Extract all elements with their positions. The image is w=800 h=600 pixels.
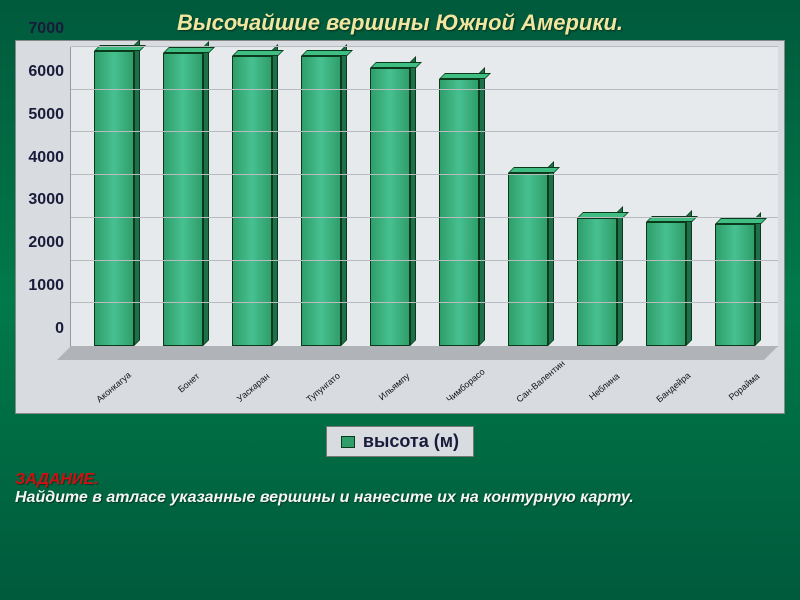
x-tick-label: Сан-Валентин [514, 371, 570, 427]
grid-line [71, 174, 778, 175]
bar-side [755, 212, 761, 346]
legend-label: высота (м) [363, 431, 459, 452]
grid-line [71, 89, 778, 90]
task-head: ЗАДАНИЕ. [15, 471, 99, 488]
bar-front [715, 224, 755, 346]
legend-swatch [341, 436, 355, 448]
x-tick-label: Уаскаран [234, 371, 290, 427]
y-tick-label: 6000 [28, 63, 64, 81]
x-tick-label: Бандейра [654, 371, 710, 427]
bar-side [548, 161, 554, 346]
bar-top [301, 50, 353, 56]
bar [715, 224, 755, 346]
bar-top [439, 73, 491, 79]
x-tick-label: Чимборасо [444, 371, 500, 427]
bar [577, 218, 617, 346]
chart-frame: 01000200030004000500060007000 АконкагуаБ… [15, 40, 785, 414]
x-tick-label: Ильямпу [374, 371, 430, 427]
y-tick-label: 7000 [28, 20, 64, 38]
x-tick-label: Аконкагуа [94, 371, 150, 427]
bar-top [163, 47, 215, 53]
x-tick-label: Бонет [164, 371, 220, 427]
bar-top [715, 218, 767, 224]
bar-front [646, 222, 686, 346]
task-block: ЗАДАНИЕ. Найдите в атласе указанные верш… [15, 471, 785, 507]
y-axis: 01000200030004000500060007000 [22, 47, 70, 347]
bar [370, 68, 410, 346]
x-tick-label: Рорайма [724, 371, 780, 427]
bar-side [617, 206, 623, 346]
chart-title: Высочайшие вершины Южной Америки. [15, 10, 785, 36]
bar-side [479, 67, 485, 346]
legend: высота (м) [326, 426, 474, 457]
grid-line [71, 260, 778, 261]
bar-front [439, 79, 479, 346]
bar-front [577, 218, 617, 346]
bar-top [232, 50, 284, 56]
y-tick-label: 1000 [28, 277, 64, 295]
bar-top [508, 167, 560, 173]
bar-side [203, 41, 209, 346]
x-tick-label: Тупунгато [304, 371, 360, 427]
grid-line [71, 217, 778, 218]
bar [646, 222, 686, 346]
task-body: Найдите в атласе указанные вершины и нан… [15, 489, 634, 506]
grid-line [71, 302, 778, 303]
bar [439, 79, 479, 346]
y-tick-label: 4000 [28, 149, 64, 167]
plot-area [70, 47, 778, 347]
bar-top [370, 62, 422, 68]
y-tick-label: 3000 [28, 191, 64, 209]
bar-side [134, 39, 140, 346]
y-tick-label: 5000 [28, 106, 64, 124]
grid-line [71, 46, 778, 47]
bars-container [71, 47, 778, 346]
y-tick-label: 2000 [28, 234, 64, 252]
grid-line [71, 131, 778, 132]
chart-floor [57, 346, 778, 360]
x-tick-label: Неблина [584, 371, 640, 427]
bar-front [370, 68, 410, 346]
bar-side [686, 210, 692, 346]
y-tick-label: 0 [55, 320, 64, 338]
